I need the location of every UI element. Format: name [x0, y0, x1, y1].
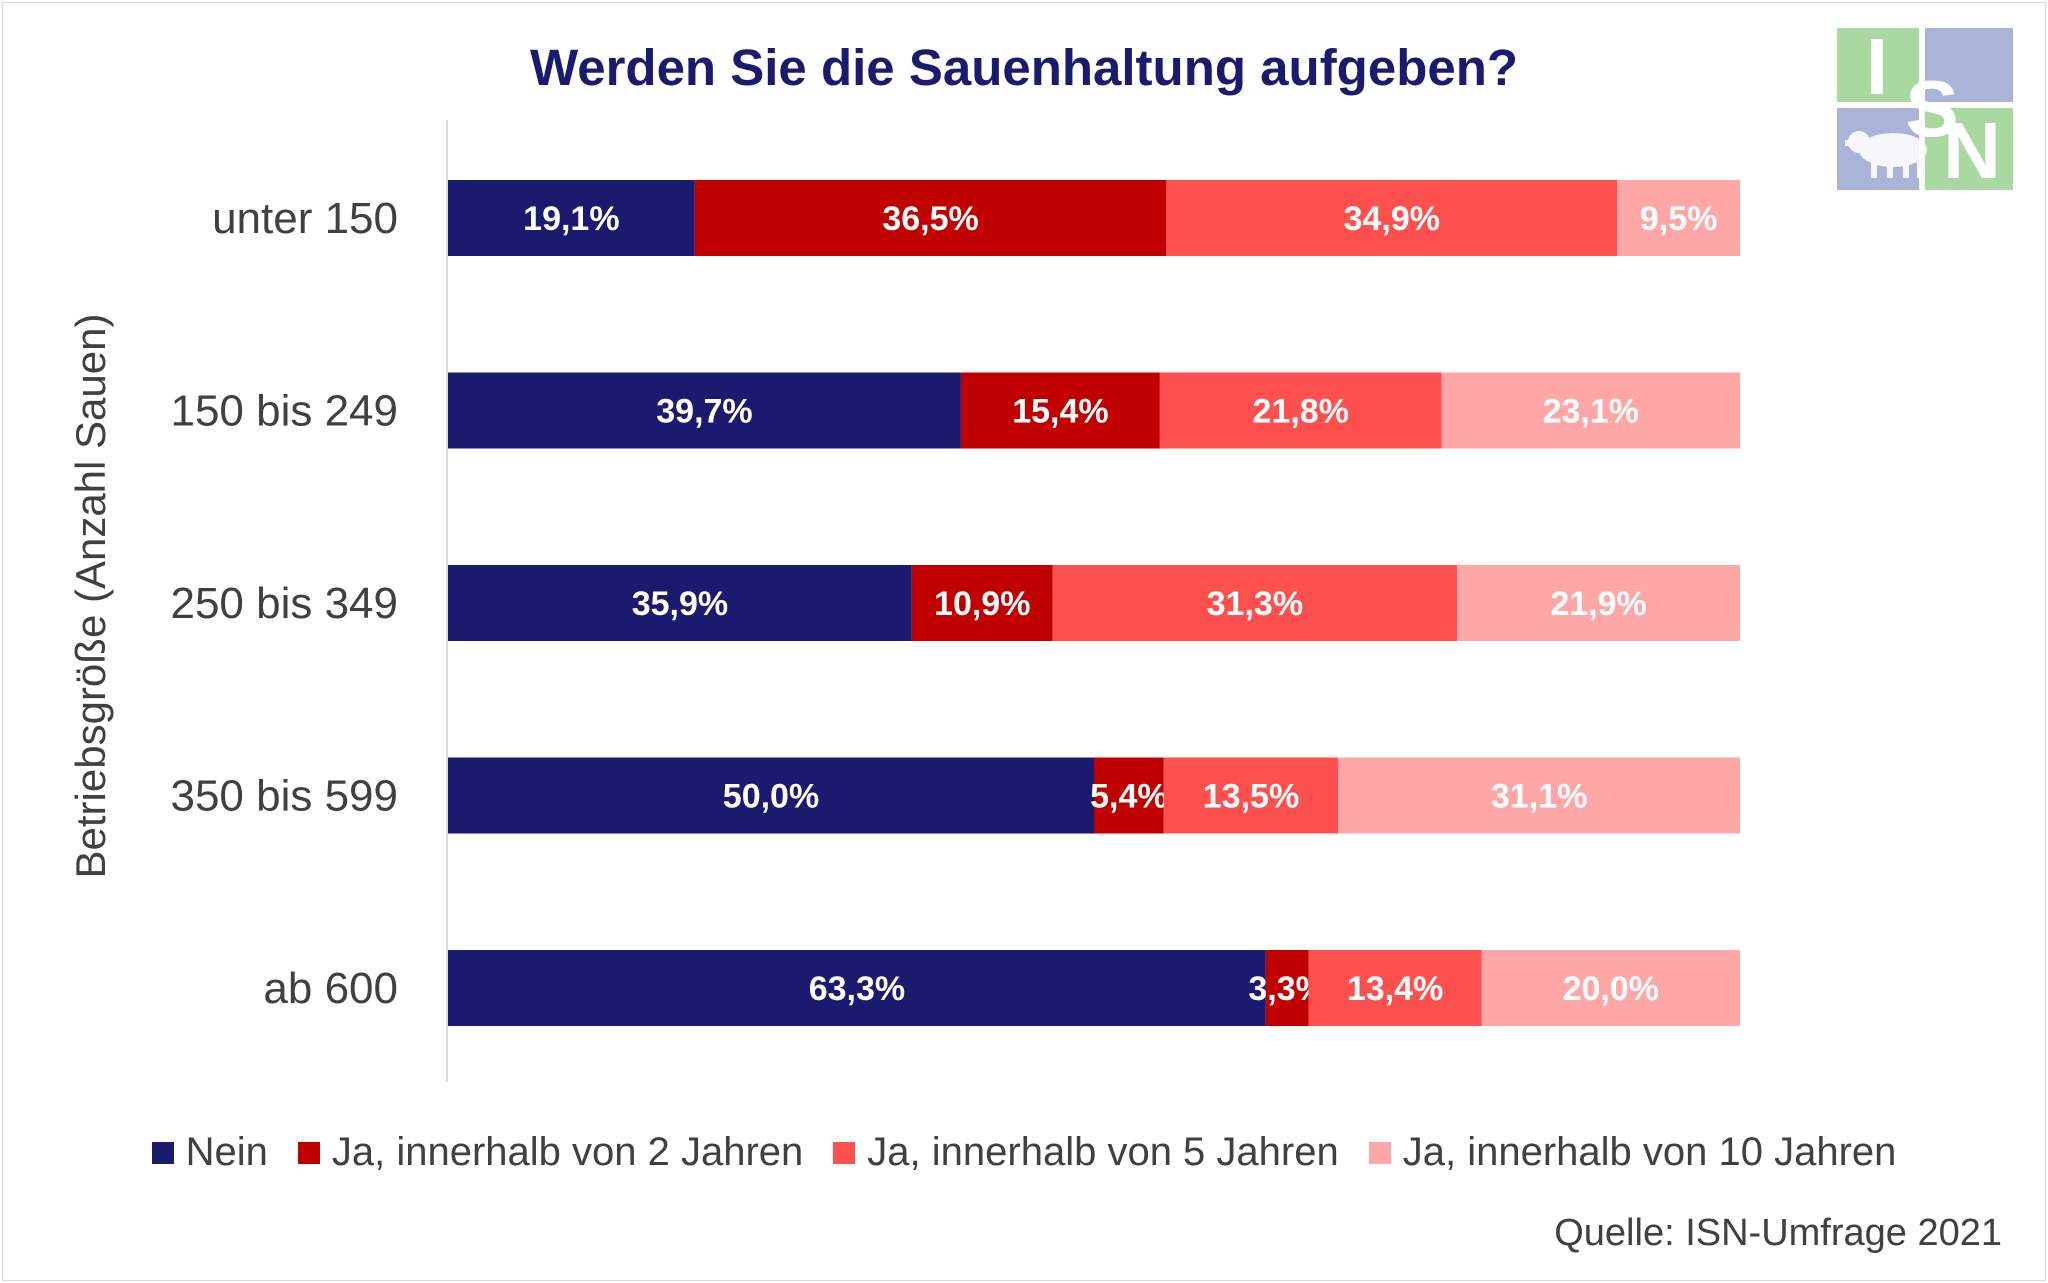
chart-title: Werden Sie die Sauenhaltung aufgeben? [529, 39, 1519, 96]
legend-label: Ja, innerhalb von 10 Jahren [1402, 1130, 1897, 1174]
data-label: 19,1% [523, 200, 619, 238]
data-label: 20,0% [1563, 970, 1659, 1008]
data-label: 5,4% [1090, 778, 1168, 816]
bar-segment [448, 757, 1094, 834]
data-label: 31,1% [1491, 778, 1587, 816]
bar-segment [911, 565, 1053, 641]
legend-item: Ja, innerhalb von 5 Jahren [833, 1130, 1339, 1175]
bar-segment [1308, 950, 1482, 1026]
data-label: 39,7% [656, 393, 752, 431]
data-label: 63,3% [809, 970, 905, 1008]
source-note: Quelle: ISN-Umfrage 2021 [1554, 1212, 2002, 1254]
data-label: 23,1% [1543, 393, 1639, 431]
bar-segment [1159, 372, 1442, 449]
legend-swatch [297, 1141, 320, 1164]
category-label: ab 600 [263, 964, 398, 1013]
bar-segment [1617, 180, 1740, 256]
legend-swatch [833, 1141, 856, 1164]
logo-letter-n: N [1943, 106, 2001, 190]
bar-segment [1166, 180, 1618, 256]
bar-segment [1457, 565, 1740, 641]
legend-swatch [151, 1141, 174, 1164]
bar-segment [448, 372, 961, 449]
pig-icon [1845, 131, 1927, 178]
data-label: 50,0% [723, 778, 819, 816]
data-label: 9,5% [1640, 200, 1718, 238]
bar-segment [1094, 757, 1164, 834]
data-label: 31,3% [1207, 585, 1303, 623]
bar-segment [1265, 950, 1309, 1026]
bar-segment [1163, 757, 1339, 834]
bar-segment [1052, 565, 1458, 641]
data-label: 34,9% [1344, 200, 1440, 238]
bar-segment [448, 180, 695, 256]
category-label: 350 bis 599 [170, 772, 398, 821]
bar-segment [1338, 757, 1740, 834]
legend-label: Ja, innerhalb von 2 Jahren [331, 1130, 804, 1174]
data-label: 15,4% [1012, 393, 1108, 431]
data-label: 21,9% [1550, 585, 1646, 623]
legend-label: Nein [185, 1130, 268, 1174]
bar-segment [448, 565, 912, 641]
legend-item: Ja, innerhalb von 10 Jahren [1368, 1130, 1897, 1175]
data-label: 13,5% [1203, 778, 1299, 816]
bar-segment [694, 180, 1167, 256]
bar-segment [448, 950, 1266, 1026]
data-label: 21,8% [1253, 393, 1349, 431]
logo-letter-i: I [1866, 28, 1888, 111]
bar-segment [1481, 950, 1740, 1026]
legend-item: Ja, innerhalb von 2 Jahren [297, 1130, 804, 1175]
legend-label: Ja, innerhalb von 5 Jahren [867, 1130, 1339, 1174]
legend-swatch [1368, 1141, 1391, 1164]
category-label: 250 bis 349 [170, 579, 398, 628]
data-label: 10,9% [934, 585, 1030, 623]
isn-logo: I S N [1837, 28, 2013, 190]
legend-item: Nein [151, 1130, 268, 1175]
data-label: 35,9% [632, 585, 728, 623]
y-axis-line [446, 120, 448, 1082]
category-label: 150 bis 249 [170, 387, 398, 436]
category-label: unter 150 [212, 194, 398, 243]
data-label: 13,4% [1347, 970, 1443, 1008]
bar-segment [960, 372, 1160, 449]
bar-segment [1441, 372, 1740, 449]
legend: Nein Ja, innerhalb von 2 Jahren Ja, innerh… [0, 1130, 2048, 1175]
data-label: 36,5% [882, 200, 978, 238]
